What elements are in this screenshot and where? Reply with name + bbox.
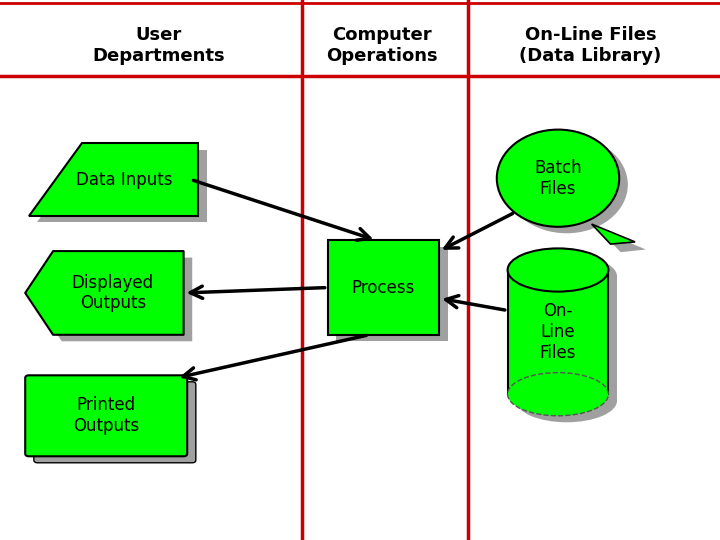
Text: Computer
Operations: Computer Operations — [325, 26, 438, 65]
Polygon shape — [34, 258, 192, 341]
Ellipse shape — [505, 136, 628, 233]
Polygon shape — [328, 240, 439, 335]
Ellipse shape — [497, 130, 619, 227]
Ellipse shape — [516, 379, 617, 422]
Text: Batch
Files: Batch Files — [534, 159, 582, 198]
Polygon shape — [508, 270, 608, 394]
Text: Displayed
Outputs: Displayed Outputs — [72, 274, 154, 312]
Polygon shape — [600, 231, 646, 252]
Polygon shape — [25, 251, 184, 335]
Text: On-
Line
Files: On- Line Files — [540, 302, 576, 362]
Text: Process: Process — [351, 279, 415, 296]
Polygon shape — [592, 224, 635, 244]
Ellipse shape — [516, 255, 617, 298]
Polygon shape — [336, 247, 448, 341]
FancyBboxPatch shape — [34, 382, 196, 463]
Text: User
Departments: User Departments — [92, 26, 225, 65]
Ellipse shape — [508, 248, 608, 292]
Text: Printed
Outputs: Printed Outputs — [73, 396, 140, 435]
Polygon shape — [516, 276, 617, 401]
Polygon shape — [37, 150, 207, 222]
FancyBboxPatch shape — [25, 375, 187, 456]
Ellipse shape — [508, 373, 608, 416]
Text: On-Line Files
(Data Library): On-Line Files (Data Library) — [519, 26, 662, 65]
Text: Data Inputs: Data Inputs — [76, 171, 172, 188]
Polygon shape — [29, 143, 198, 216]
